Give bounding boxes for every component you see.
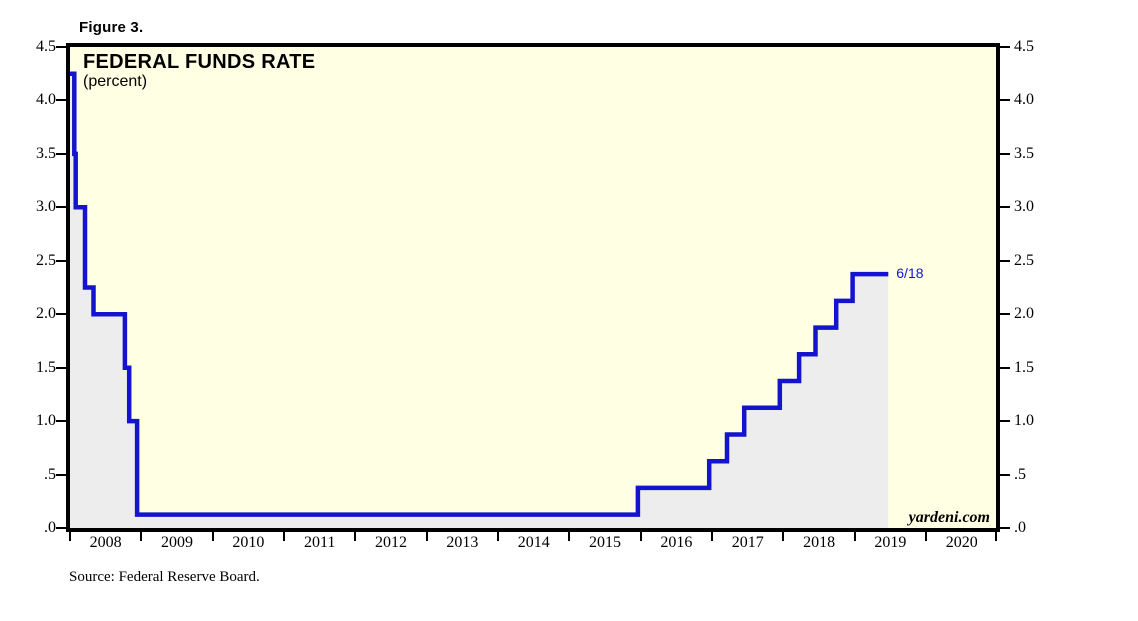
y-axis-tick-right [1000, 206, 1010, 209]
x-axis-year-label: 2011 [303, 534, 336, 551]
y-axis-tick-label-right: 2.5 [1014, 251, 1034, 269]
x-axis-tick [639, 532, 642, 541]
fed-funds-rate-chart [70, 71, 889, 528]
area-fill-under-rate-line [70, 73, 889, 528]
y-axis-tick-right [1000, 527, 1010, 529]
x-axis-tick [711, 532, 714, 541]
source-note: Source: Federal Reserve Board. [69, 569, 260, 585]
y-axis-tick-right [1000, 99, 1010, 102]
y-axis-tick-right [1000, 46, 1010, 48]
x-axis-year-label: 2010 [232, 534, 265, 551]
y-axis-tick-right [1000, 366, 1010, 369]
x-axis-tick [140, 532, 143, 541]
y-axis-tick-right [1000, 152, 1010, 155]
x-axis-year-label: 2012 [375, 534, 408, 551]
y-axis-tick-left [56, 206, 66, 209]
x-axis-tick-right-edge [995, 532, 997, 541]
y-axis-tick-label-left: .0 [44, 519, 56, 536]
y-axis-tick-left [56, 527, 66, 529]
y-axis-tick-left [56, 473, 66, 476]
x-axis-year-label: 2015 [589, 534, 622, 551]
y-axis-tick-label-left: 1.5 [36, 358, 56, 376]
x-axis-tick [211, 532, 214, 541]
last-point-date-label: 6/18 [896, 265, 924, 282]
x-axis-year-label: 2018 [803, 534, 836, 551]
y-axis-tick-label-right: .5 [1014, 465, 1026, 483]
x-axis-tick [354, 532, 357, 541]
y-axis-tick-label-right: 3.0 [1014, 198, 1034, 216]
fed-funds-rate-step-line [70, 71, 889, 517]
y-axis-tick-label-right: 4.5 [1014, 38, 1034, 55]
y-axis-tick-left [56, 313, 66, 316]
y-axis-tick-label-right: 2.0 [1014, 305, 1034, 323]
chart-title: FEDERAL FUNDS RATE [83, 51, 316, 73]
x-axis-tick [853, 532, 856, 541]
y-axis-tick-label-left: 1.0 [36, 412, 56, 430]
x-axis-year-label: 2013 [446, 534, 479, 551]
y-axis-tick-label-left: 4.5 [36, 38, 56, 55]
x-axis-tick [497, 532, 500, 541]
y-axis-tick-label-right: 4.0 [1014, 91, 1034, 109]
x-axis-tick [568, 532, 571, 541]
plot-frame: FEDERAL FUNDS RATE (percent) yardeni.com… [66, 43, 1000, 532]
x-axis-tick [283, 532, 286, 541]
y-axis-tick-left [56, 366, 66, 369]
y-axis-tick-right [1000, 473, 1010, 476]
y-axis-tick-label-right: 1.0 [1014, 412, 1034, 430]
x-axis-year-label: 2020 [945, 534, 978, 551]
x-axis-year-label: 2009 [161, 534, 193, 551]
x-axis-year-label: 2014 [517, 534, 550, 551]
y-axis-tick-label-left: .5 [44, 465, 56, 483]
x-axis-tick [425, 532, 428, 541]
y-axis-tick-right [1000, 259, 1010, 262]
x-axis-year-label: 2016 [660, 534, 693, 551]
x-axis-year-label: 2017 [731, 534, 764, 551]
y-axis-tick-label-left: 3.0 [36, 198, 56, 216]
y-axis-tick-label-right: .0 [1014, 519, 1026, 536]
y-axis-tick-left [56, 259, 66, 262]
y-axis-tick-label-right: 1.5 [1014, 358, 1034, 376]
watermark-yardeni: yardeni.com [908, 509, 990, 526]
y-axis-tick-label-right: 3.5 [1014, 144, 1034, 162]
y-axis-tick-left [56, 46, 66, 48]
y-axis-tick-left [56, 420, 66, 423]
y-axis-tick-label-left: 4.0 [36, 91, 56, 109]
y-axis-tick-label-left: 2.5 [36, 251, 56, 269]
y-axis-tick-right [1000, 313, 1010, 316]
y-axis-tick-right [1000, 420, 1010, 423]
figure-label: Figure 3. [79, 19, 144, 36]
x-axis-tick [925, 532, 928, 541]
x-axis-year-label: 2019 [874, 534, 907, 551]
y-axis-tick-left [56, 152, 66, 155]
x-axis-tick [69, 532, 71, 541]
y-axis-tick-label-left: 2.0 [36, 305, 56, 323]
x-axis-year-label: 2008 [89, 534, 122, 551]
chart-subtitle: (percent) [83, 73, 148, 90]
x-axis-tick [782, 532, 785, 541]
y-axis-tick-left [56, 99, 66, 102]
y-axis-tick-label-left: 3.5 [36, 144, 56, 162]
